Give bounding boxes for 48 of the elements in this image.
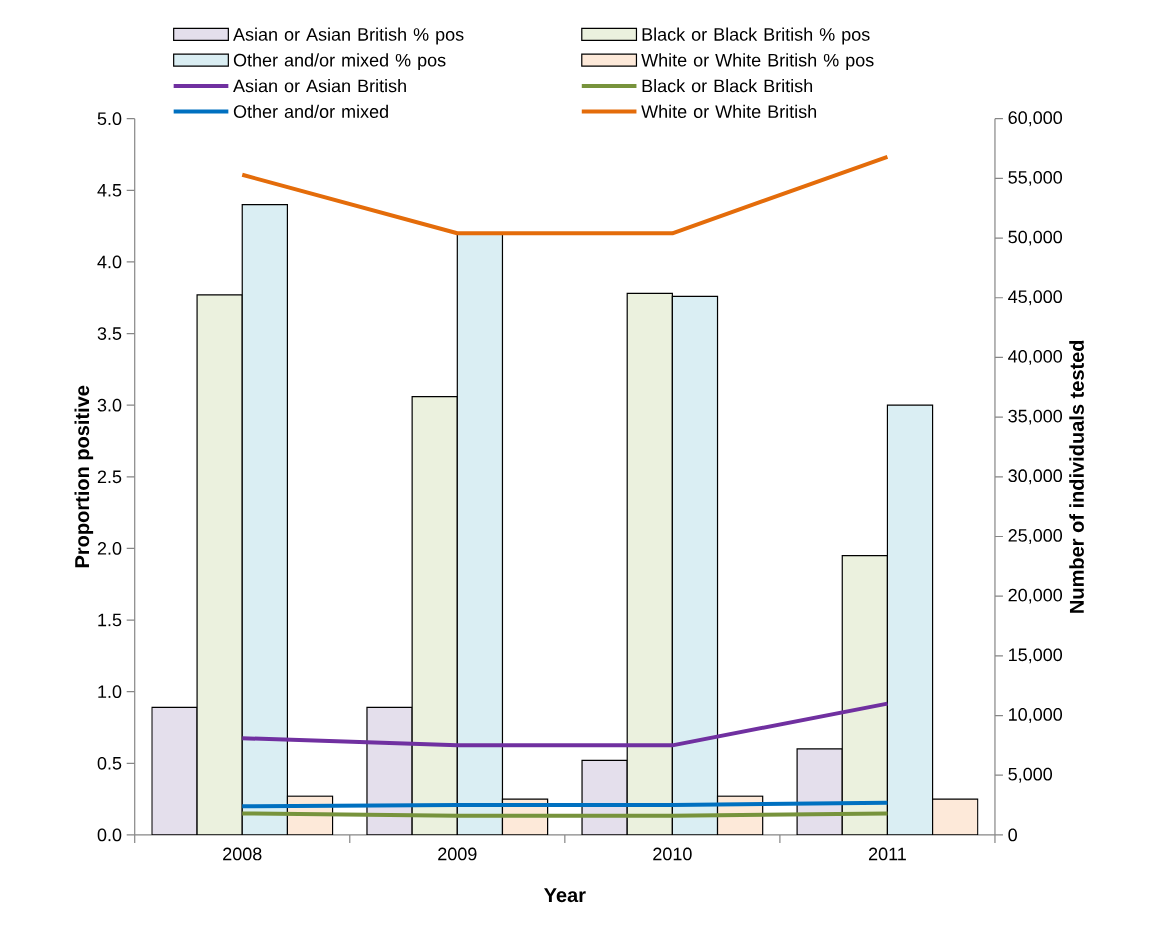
y2-tick-label: 50,000 — [1008, 230, 1063, 246]
legend-label: Black or Black British — [642, 79, 813, 93]
y-tick-label: 3.5 — [97, 327, 122, 340]
y-tick-label: 4.0 — [97, 255, 122, 269]
y2-tick-label: 5,000 — [1008, 767, 1053, 783]
legend-label: White or White British % pos — [641, 53, 874, 71]
bar — [841, 555, 889, 835]
y2-tick-label: 30,000 — [1008, 469, 1063, 485]
x-tick-label: 2010 — [653, 847, 692, 861]
y2-tick-label: 25,000 — [1008, 529, 1063, 544]
y2-tick-label: 60,000 — [1008, 111, 1063, 127]
legend-label: Other and/or mixed — [233, 104, 388, 119]
y2-tick-label: 20,000 — [1008, 588, 1063, 604]
legend-label: Other and/or mixed % pos — [233, 53, 446, 71]
bar — [151, 706, 198, 835]
y2-tick-label: 35,000 — [1008, 409, 1063, 425]
y2-tick-label: 45,000 — [1008, 290, 1063, 306]
bar — [886, 404, 934, 835]
y2-axis-title: Number of individuals tested — [1069, 340, 1084, 613]
legend-label: White or White British — [641, 104, 817, 119]
legend-label: Asian or Asian British — [233, 79, 406, 93]
y-tick-label: 0.0 — [97, 828, 122, 842]
y2-tick-label: 40,000 — [1008, 350, 1063, 365]
x-tick-label: 2009 — [438, 847, 477, 861]
y-tick-label: 4.5 — [97, 184, 122, 197]
y2-tick-label: 10,000 — [1009, 708, 1063, 723]
bar — [456, 232, 504, 835]
x-tick-label: 2011 — [868, 847, 906, 861]
y2-tick-label: 55,000 — [1008, 170, 1063, 186]
bar — [196, 294, 243, 835]
x-tick-label: 2008 — [223, 847, 262, 861]
x-axis-title: Year — [544, 888, 586, 903]
y-axis-title: Proportion positive — [74, 385, 94, 568]
bar — [671, 295, 719, 835]
y-tick-label: 1.0 — [98, 685, 122, 699]
bar — [241, 204, 288, 835]
y-tick-label: 3.0 — [97, 398, 122, 412]
y-tick-label: 2.5 — [97, 470, 122, 484]
y-tick-label: 5.0 — [97, 112, 122, 126]
y-tick-label: 0.5 — [97, 756, 122, 770]
y2-tick-label: 15,000 — [1009, 648, 1063, 664]
legend-label: Black or Black British % pos — [642, 27, 870, 45]
bar — [626, 292, 673, 835]
bar — [411, 396, 458, 835]
legend-label: Asian or Asian British % pos — [233, 27, 464, 45]
y2-tick-label: 0 — [1008, 828, 1017, 842]
y-tick-label: 2.0 — [97, 542, 122, 555]
y-tick-label: 1.5 — [98, 613, 122, 627]
